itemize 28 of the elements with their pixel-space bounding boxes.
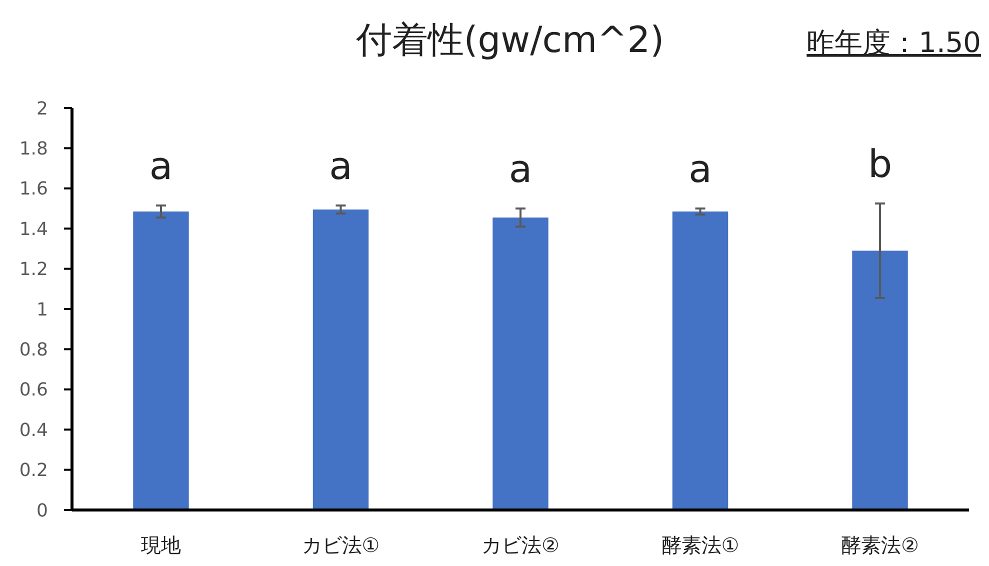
y-tick-label: 1.2 [19,259,48,280]
y-tick-label: 1.4 [19,218,48,240]
annotation: b [868,142,892,186]
x-tick-label: 酵素法② [841,533,919,557]
annotation: a [329,144,352,188]
y-tick-label: 1 [36,299,48,320]
y-tick-label: 1.8 [19,138,48,160]
y-tick-label: 0.6 [19,380,48,401]
annotation: a [149,144,173,188]
bar [492,218,548,510]
bar [312,210,369,510]
bar [672,212,728,510]
y-tick-label: 0.8 [19,340,48,360]
bar [852,250,908,510]
annotation: a [508,146,532,191]
annotation: a [688,146,712,191]
text: 昨年度：1.50 [806,26,981,59]
y-tick-label: 2 [36,98,48,120]
x-tick-label: 現地 [140,533,181,557]
y-tick-label: 0.4 [19,420,48,441]
bar [133,212,189,510]
x-tick-label: カビ法② [482,533,560,557]
y-tick-label: 0 [36,500,48,522]
y-tick-label: 1.6 [19,178,48,200]
chart-title: 付着性(gw/cm^2) [354,20,664,61]
y-tick-label: 0.2 [19,460,48,482]
x-tick-label: カビ法① [302,533,380,557]
x-tick-label: 酵素法① [661,533,740,557]
